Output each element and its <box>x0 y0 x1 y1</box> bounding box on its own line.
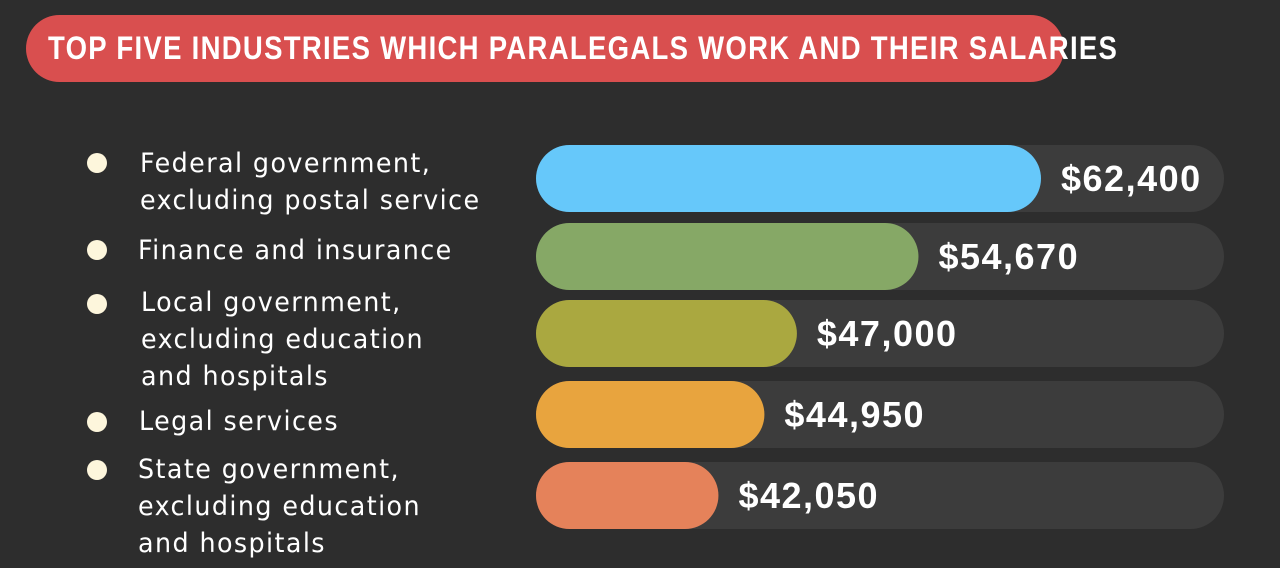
bullet-icon <box>87 240 107 260</box>
chart-title: TOP FIVE INDUSTRIES WHICH PARALEGALS WOR… <box>48 30 1119 66</box>
bar-legal <box>536 381 765 448</box>
bar-local <box>536 300 797 367</box>
bar-finance <box>536 223 919 290</box>
value-label-local: $47,000 <box>817 313 958 354</box>
value-label-legal: $44,950 <box>784 394 925 435</box>
category-label-local: Local government, excluding education an… <box>141 287 424 392</box>
category-label-federal: Federal government, excluding postal ser… <box>140 148 481 216</box>
bullet-icon <box>87 412 107 432</box>
category-label-state: State government, excluding education an… <box>138 454 421 559</box>
category-label-legal: Legal services <box>139 406 339 437</box>
bullet-icon <box>87 460 107 480</box>
title-banner: TOP FIVE INDUSTRIES WHICH PARALEGALS WOR… <box>26 15 1117 82</box>
bullet-icon <box>87 153 107 173</box>
value-label-finance: $54,670 <box>938 236 1079 277</box>
value-label-federal: $62,400 <box>1061 158 1202 199</box>
bar-state <box>536 462 719 529</box>
category-label-finance: Finance and insurance <box>138 235 453 266</box>
value-label-state: $42,050 <box>738 475 879 516</box>
bar-federal <box>536 145 1041 212</box>
bullet-icon <box>87 294 107 314</box>
